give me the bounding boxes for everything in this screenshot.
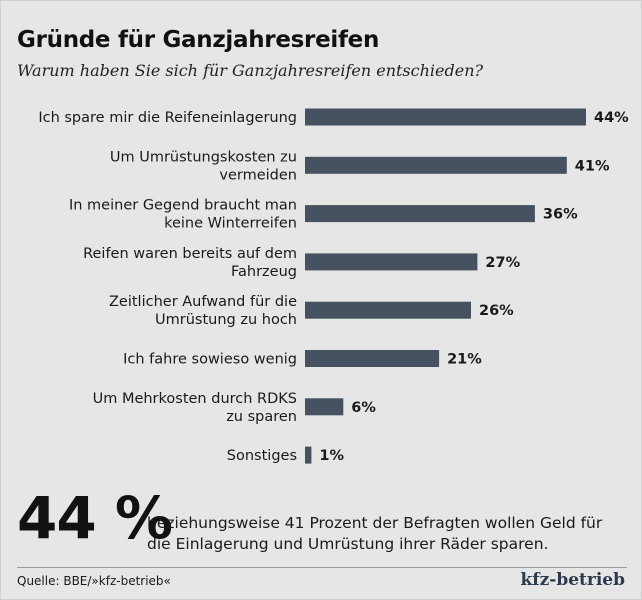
brand-logo: kfz-betrieb — [520, 570, 625, 590]
category-label-8: Sonstiges — [227, 448, 297, 464]
category-label-6: Ich fahre sowieso wenig — [123, 352, 297, 368]
bar-6 — [305, 350, 440, 367]
value-label-6: 21% — [447, 352, 482, 368]
highlight-number: 44 % — [17, 484, 173, 552]
category-label-2: Um Umrüstungskosten zu vermeiden — [110, 149, 297, 183]
value-label-1: 44% — [594, 110, 629, 126]
chart-title: Gründe für Ganzjahresreifen — [17, 27, 380, 53]
value-label-2: 41% — [575, 158, 610, 174]
value-label-5: 26% — [479, 303, 514, 319]
bar-2 — [305, 156, 567, 174]
value-label-3: 36% — [543, 207, 578, 223]
category-label-3: In meiner Gegend braucht man keine Winter… — [69, 198, 297, 232]
category-label-7: Um Mehrkosten durch RDKS zu sparen — [93, 391, 297, 425]
value-label-8: 1% — [319, 448, 344, 464]
value-label-4: 27% — [485, 255, 520, 271]
highlight-text: beziehungsweise 41 Prozent der Befragten… — [147, 514, 603, 553]
category-label-5: Zeitlicher Aufwand für die Umrüstung zu h… — [109, 294, 297, 328]
bar-7 — [305, 398, 344, 416]
category-label-1: Ich spare mir die Reifeneinlagerung — [38, 110, 297, 126]
category-label-4: Reifen waren bereits auf dem Fahrzeug — [83, 246, 297, 280]
bar-3 — [305, 205, 535, 223]
source-note: Quelle: BBE/»kfz-betrieb« — [17, 574, 171, 588]
chart-subtitle: Warum haben Sie sich für Ganzjahresreife… — [17, 61, 484, 80]
bar-4 — [305, 253, 478, 271]
bar-chart: 44% Ich spare mir die Reifeneinlagerung 41… — [38, 108, 629, 464]
bar-8 — [305, 446, 312, 464]
bar-5 — [305, 301, 471, 319]
value-label-7: 6% — [351, 400, 376, 416]
footer-divider — [17, 567, 627, 568]
bar-1 — [305, 108, 586, 126]
